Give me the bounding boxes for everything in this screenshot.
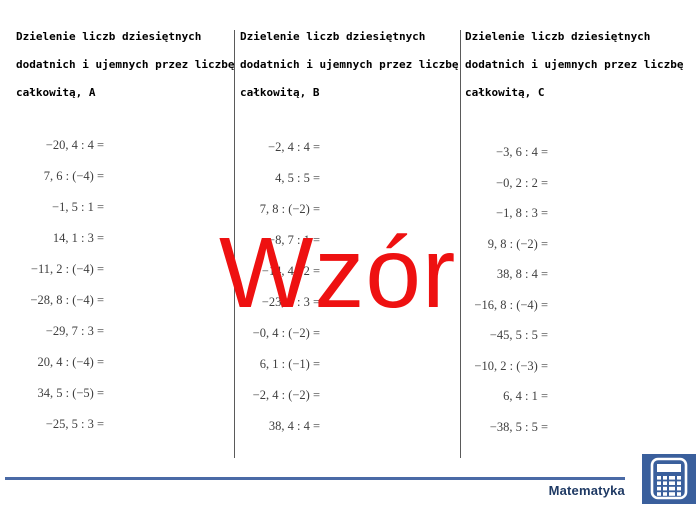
equation: 38, 8 : 4 = (496, 267, 548, 281)
equation: −10, 2 : (−3) = (474, 358, 548, 373)
equation: −11, 2 : (−4) = (30, 262, 104, 276)
column-a-title-line2: dodatnich i ujemnych przez liczbę (16, 58, 235, 71)
equation: −1, 8 : 3 = (496, 206, 548, 220)
equation: −8, 7 : 1 = (268, 233, 320, 247)
equation: −20, 4 : 4 = (45, 138, 104, 152)
column-a-title-line3: całkowitą, A (16, 86, 96, 99)
equation: 7, 6 : (−4) = (43, 169, 104, 183)
column-a-problems: −20, 4 : 4 = 7, 6 : (−4) = −1, 5 : 1 = 14, … (0, 130, 104, 440)
equation: 20, 4 : (−4) = (37, 355, 104, 369)
column-b-problems: −2, 4 : 4 = 4, 5 : 5 = 7, 8 : (−2) = −8, 7 … (216, 132, 320, 442)
column-c-problems: −3, 6 : 4 = −0, 2 : 2 = −1, 8 : 3 = 9, 8 : … (444, 137, 548, 442)
column-b-title-line3: całkowitą, B (240, 86, 320, 99)
equation: −2, 4 : 4 = (268, 140, 320, 154)
equation: 38, 4 : 4 = (268, 419, 320, 433)
equation: 14, 1 : 3 = (52, 231, 104, 245)
footer-subject-label: Matematyka (548, 483, 625, 498)
equation: 6, 4 : 1 = (503, 389, 548, 403)
equation: −45, 5 : 5 = (489, 328, 548, 342)
column-divider-left (234, 30, 235, 458)
equation: 6, 1 : (−1) = (259, 357, 320, 371)
equation: 7, 8 : (−2) = (259, 202, 320, 216)
equation: −29, 7 : 3 = (45, 324, 104, 338)
column-b-title-line1: Dzielenie liczb dziesiętnych (240, 30, 426, 43)
column-a-title: Dzielenie liczb dziesiętnych dodatnich i… (16, 23, 235, 107)
column-b-title: Dzielenie liczb dziesiętnych dodatnich i… (240, 23, 459, 107)
equation: 34, 5 : (−5) = (37, 386, 104, 400)
equation: −0, 2 : 2 = (496, 175, 548, 190)
equation: −38, 5 : 5 = (489, 419, 548, 434)
equation: −16, 8 : (−4) = (474, 297, 548, 312)
column-c-title-line1: Dzielenie liczb dziesiętnych (465, 30, 651, 43)
equation: −0, 4 : (−2) = (252, 326, 320, 340)
equation: 4, 5 : 5 = (275, 171, 320, 185)
column-c-title: Dzielenie liczb dziesiętnych dodatnich i… (465, 23, 684, 107)
column-c-title-line3: całkowitą, C (465, 86, 545, 99)
equation: −2, 4 : (−2) = (252, 388, 320, 402)
watermark-text: Wzór (219, 217, 457, 329)
column-b-title-line2: dodatnich i ujemnych przez liczbę (240, 58, 459, 71)
equation: −3, 6 : 4 = (496, 145, 548, 159)
equation: 9, 8 : (−2) = (487, 236, 548, 251)
column-a-title-line1: Dzielenie liczb dziesiętnych (16, 30, 202, 43)
equation: −28, 8 : (−4) = (30, 293, 104, 307)
equation: −23, 1 : 3 = (261, 295, 320, 309)
equation: −14, 4 : 2 = (261, 264, 320, 278)
column-divider-right (460, 30, 461, 458)
equation: −25, 5 : 3 = (45, 417, 104, 431)
calculator-icon (642, 454, 696, 504)
column-c-title-line2: dodatnich i ujemnych przez liczbę (465, 58, 684, 71)
footer-rule (5, 477, 625, 480)
equation: −1, 5 : 1 = (52, 200, 104, 214)
